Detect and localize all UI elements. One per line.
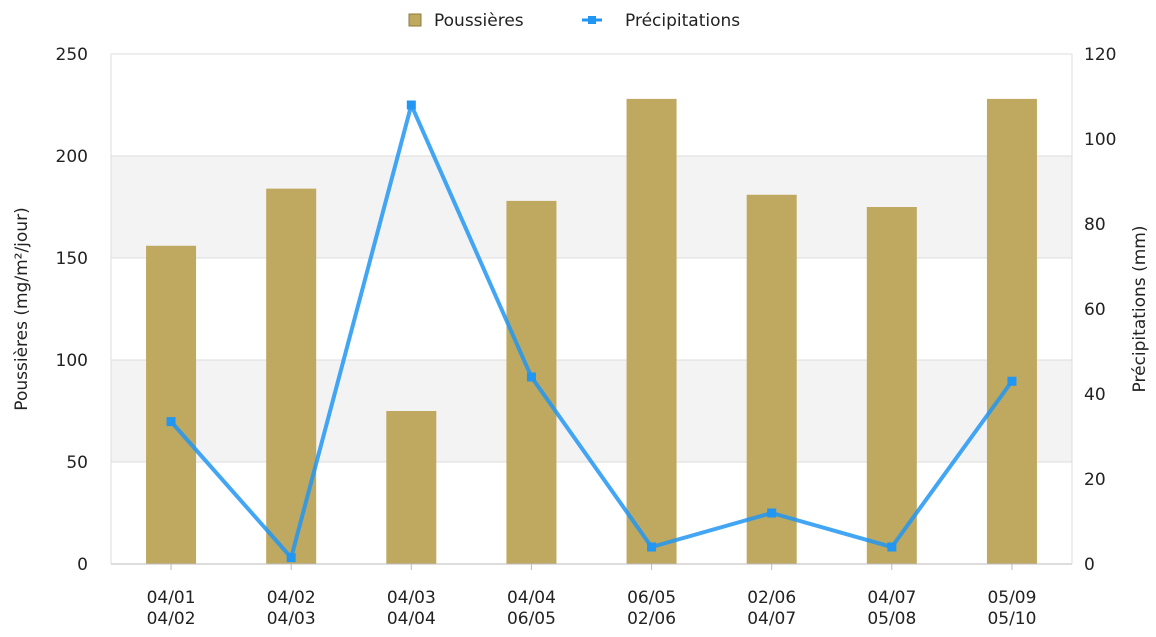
line-point xyxy=(887,542,897,552)
y-axis-right-title: Précipitations (mm) xyxy=(1130,226,1150,393)
y-right-tick-label: 60 xyxy=(1084,300,1106,320)
y-left-tick-label: 100 xyxy=(56,351,88,371)
gridlines xyxy=(111,53,1072,565)
x-tick-label: 04/02 04/03 xyxy=(267,588,316,629)
series-line xyxy=(169,103,1014,560)
y-left-tick-label: 150 xyxy=(56,249,88,269)
axes: 0 50 100 150 200 250 0 20 40 60 80 100 120 04/01 04/02… xyxy=(56,45,1117,629)
y-right-tick-label: 100 xyxy=(1084,130,1116,150)
x-tick-label: 04/03 04/04 xyxy=(387,588,436,629)
grid-band xyxy=(111,156,1072,258)
y-right-tick-label: 40 xyxy=(1084,385,1106,405)
grid-bands xyxy=(111,156,1072,462)
x-tick-label: 04/04 06/05 xyxy=(507,588,556,629)
legend-item-precipitations[interactable]: Précipitations xyxy=(582,11,740,31)
x-tick-label: 04/07 05/08 xyxy=(867,588,916,629)
legend-swatch-bar xyxy=(408,13,422,27)
bar xyxy=(506,200,557,564)
y-axis-left-title: Poussières (mg/m²/jour) xyxy=(12,207,32,410)
bar xyxy=(386,411,437,564)
legend-item-poussieres[interactable]: Poussières xyxy=(408,11,524,31)
grid-band xyxy=(111,360,1072,462)
line-series xyxy=(166,100,1017,563)
bar-series xyxy=(146,98,1037,564)
line-point xyxy=(286,553,296,563)
line-point xyxy=(1007,376,1017,386)
bar xyxy=(866,207,917,564)
bar xyxy=(626,98,677,564)
legend[interactable]: Poussières Précipitations xyxy=(408,11,740,31)
y-left-tick-label: 250 xyxy=(56,45,88,65)
bar xyxy=(986,98,1037,564)
x-tick-label: 04/01 04/02 xyxy=(147,588,196,629)
bar xyxy=(266,188,317,564)
x-tick-label: 02/06 04/07 xyxy=(747,588,796,629)
y-left-tick-label: 200 xyxy=(56,147,88,167)
y-right-tick-label: 80 xyxy=(1084,215,1106,235)
line-point xyxy=(526,372,536,382)
legend-label: Poussières xyxy=(434,11,524,31)
line-point xyxy=(406,100,416,110)
line-point xyxy=(647,542,657,552)
legend-swatch-marker xyxy=(588,16,596,24)
y-left-tick-label: 50 xyxy=(66,453,88,473)
y-left-tick-label: 0 xyxy=(77,555,88,575)
y-right-tick-label: 120 xyxy=(1084,45,1116,65)
x-tick-label: 06/05 02/06 xyxy=(627,588,676,629)
y-right-tick-label: 0 xyxy=(1084,555,1095,575)
y-right-tick-label: 20 xyxy=(1084,470,1106,490)
line-point xyxy=(166,417,176,427)
legend-label: Précipitations xyxy=(625,11,740,31)
line-point xyxy=(767,508,777,518)
x-tick-label: 05/09 05/10 xyxy=(987,588,1036,629)
bar xyxy=(746,194,797,564)
bar xyxy=(146,245,197,564)
